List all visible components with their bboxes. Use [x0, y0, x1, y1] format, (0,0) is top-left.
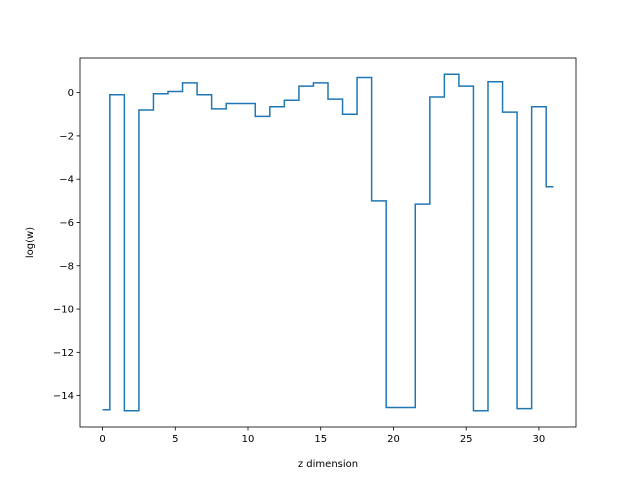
axes-frame — [79, 57, 577, 428]
plot-area — [102, 73, 554, 412]
y-tick-label: −12 — [53, 348, 74, 359]
x-axis-ticks: 0 5 10 15 20 25 30 — [99, 427, 545, 445]
y-tick-label: −4 — [59, 175, 74, 186]
y-tick-label: −10 — [53, 305, 74, 316]
y-tick-label: −6 — [59, 218, 74, 229]
x-tick-label: 20 — [387, 434, 400, 445]
series-line-0 — [102, 73, 554, 412]
y-tick-label: −14 — [53, 391, 74, 402]
x-tick-label: 10 — [242, 434, 255, 445]
x-tick-label: 0 — [99, 434, 105, 445]
y-tick-label: 0 — [68, 88, 74, 99]
y-tick-label: −8 — [59, 261, 74, 272]
x-tick-label: 30 — [533, 434, 546, 445]
x-tick-label: 15 — [314, 434, 327, 445]
y-axis-title: log(w) — [25, 227, 36, 258]
y-axis-ticks: −14 −12 −10 −8 −6 −4 −2 0 — [53, 88, 80, 402]
y-tick-label: −2 — [59, 131, 74, 142]
x-axis-title: z dimension — [298, 459, 358, 470]
x-tick-label: 25 — [460, 434, 473, 445]
x-tick-label: 5 — [172, 434, 178, 445]
